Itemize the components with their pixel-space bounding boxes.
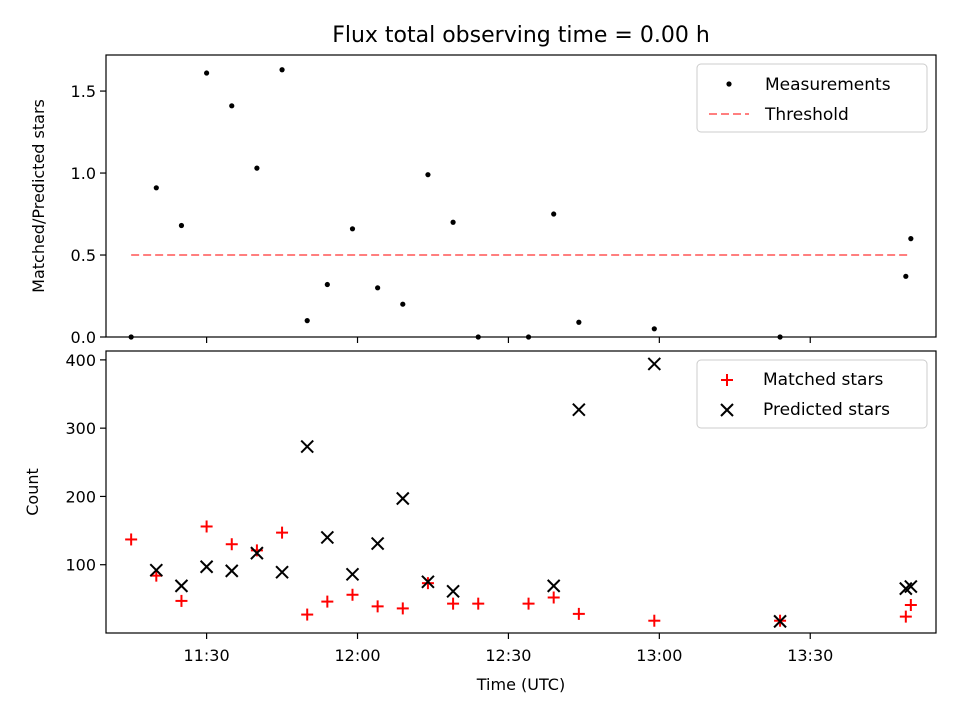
predicted-star-point xyxy=(250,546,264,560)
measurement-point xyxy=(551,211,557,217)
top-y-tick-label: 1.5 xyxy=(71,82,96,101)
measurement-point xyxy=(178,222,185,229)
predicted-star-point xyxy=(149,563,164,577)
x-tick-label: 13:00 xyxy=(636,646,682,665)
x-tick-label: 12:00 xyxy=(334,646,380,665)
legend-threshold-label: Threshold xyxy=(764,105,849,125)
matched-star-point xyxy=(371,600,384,613)
matched-star-point xyxy=(472,597,485,610)
predicted-star-point xyxy=(275,565,289,579)
bottom-marks xyxy=(125,357,918,629)
top-legend: Measurements Threshold xyxy=(696,63,928,133)
predicted-star-point xyxy=(300,439,314,454)
matched-star-point xyxy=(346,588,359,601)
measurement-point xyxy=(425,172,431,178)
top-frame xyxy=(105,54,937,338)
top-y-tick-label: 0.0 xyxy=(71,328,96,347)
predicted-star-point xyxy=(572,403,586,417)
measurement-point xyxy=(349,226,356,232)
bottom-y-tick-label: 300 xyxy=(65,419,96,438)
top-y-tick-label: 1.0 xyxy=(71,164,96,183)
measurement-point xyxy=(400,301,406,307)
bottom-legend-box xyxy=(696,359,928,429)
bottom-y-ticks: 100 200 300 400 xyxy=(65,351,106,575)
predicted-star-point xyxy=(904,579,918,594)
bottom-y-tick-label: 100 xyxy=(65,556,96,575)
matched-star-point xyxy=(396,602,409,615)
predicted-star-point xyxy=(421,575,435,589)
matched-star-point xyxy=(250,544,263,557)
measurement-point xyxy=(576,319,582,325)
bottom-y-tick-label: 400 xyxy=(65,351,96,370)
matched-star-point xyxy=(522,597,535,610)
x-tick-label: 13:30 xyxy=(787,646,833,665)
top-x-ticks xyxy=(206,337,811,343)
predicted-star-point xyxy=(396,491,410,506)
chart-title: Flux total observing time = 0.00 h xyxy=(332,23,710,48)
legend-matched-marker xyxy=(721,374,733,386)
matched-star-point xyxy=(225,538,238,551)
top-ylabel: Matched/Predicted stars xyxy=(29,99,48,293)
predicted-star-point xyxy=(199,560,214,574)
measurement-point xyxy=(908,236,914,242)
matched-star-point xyxy=(899,610,912,623)
bottom-legend: Matched stars Predicted stars xyxy=(696,359,928,429)
matched-star-point xyxy=(301,608,314,621)
x-axis-label: Time (UTC) xyxy=(476,675,565,694)
legend-matched-label: Matched stars xyxy=(763,370,883,390)
measurement-point xyxy=(254,165,260,171)
measurement-point xyxy=(229,103,235,109)
matched-star-point xyxy=(125,533,138,546)
matched-star-point xyxy=(150,569,163,582)
x-tick-label: 11:30 xyxy=(184,646,230,665)
matched-star-point xyxy=(321,595,334,608)
measurement-point xyxy=(903,273,909,279)
top-y-tick-label: 0.5 xyxy=(71,246,96,265)
predicted-star-point xyxy=(225,564,239,578)
bottom-y-tick-label: 200 xyxy=(65,487,96,506)
measurement-point xyxy=(450,219,456,225)
measurement-point xyxy=(324,281,330,288)
top-marks xyxy=(128,67,914,340)
bottom-x-ticks: 11:30 12:00 12:30 13:00 13:30 xyxy=(184,633,833,665)
matched-star-point xyxy=(572,607,585,620)
predicted-star-point xyxy=(773,614,787,629)
measurement-point xyxy=(651,326,657,332)
matched-star-point xyxy=(547,591,560,604)
predicted-star-point xyxy=(174,579,189,593)
top-legend-box xyxy=(696,63,928,133)
measurement-point xyxy=(204,70,210,76)
legend-measurements-label: Measurements xyxy=(765,75,891,95)
matched-star-point xyxy=(904,599,917,612)
legend-measurements-marker xyxy=(726,81,732,87)
legend-predicted-label: Predicted stars xyxy=(763,400,890,420)
predicted-star-point xyxy=(446,584,460,599)
top-panel: Matched/Predicted stars 0.0 0.5 1.0 1.5 Mea… xyxy=(29,54,937,347)
predicted-star-point xyxy=(647,357,662,371)
measurement-point xyxy=(304,318,310,324)
bottom-ylabel: Count xyxy=(23,468,42,516)
predicted-star-point xyxy=(345,567,360,581)
measurement-point xyxy=(375,285,381,291)
matched-star-point xyxy=(447,597,460,610)
predicted-star-point xyxy=(320,530,335,545)
matched-star-point xyxy=(200,520,213,533)
measurement-point xyxy=(279,67,285,73)
matched-star-point xyxy=(175,594,188,607)
top-y-ticks: 0.0 0.5 1.0 1.5 xyxy=(71,82,106,347)
matched-star-point xyxy=(648,614,661,627)
predicted-star-point xyxy=(370,536,385,551)
bottom-frame xyxy=(105,350,937,634)
predicted-star-point xyxy=(546,579,561,593)
matched-star-point xyxy=(276,526,289,539)
legend-predicted-marker xyxy=(720,403,734,417)
measurement-point xyxy=(153,185,159,191)
x-tick-label: 12:30 xyxy=(485,646,531,665)
